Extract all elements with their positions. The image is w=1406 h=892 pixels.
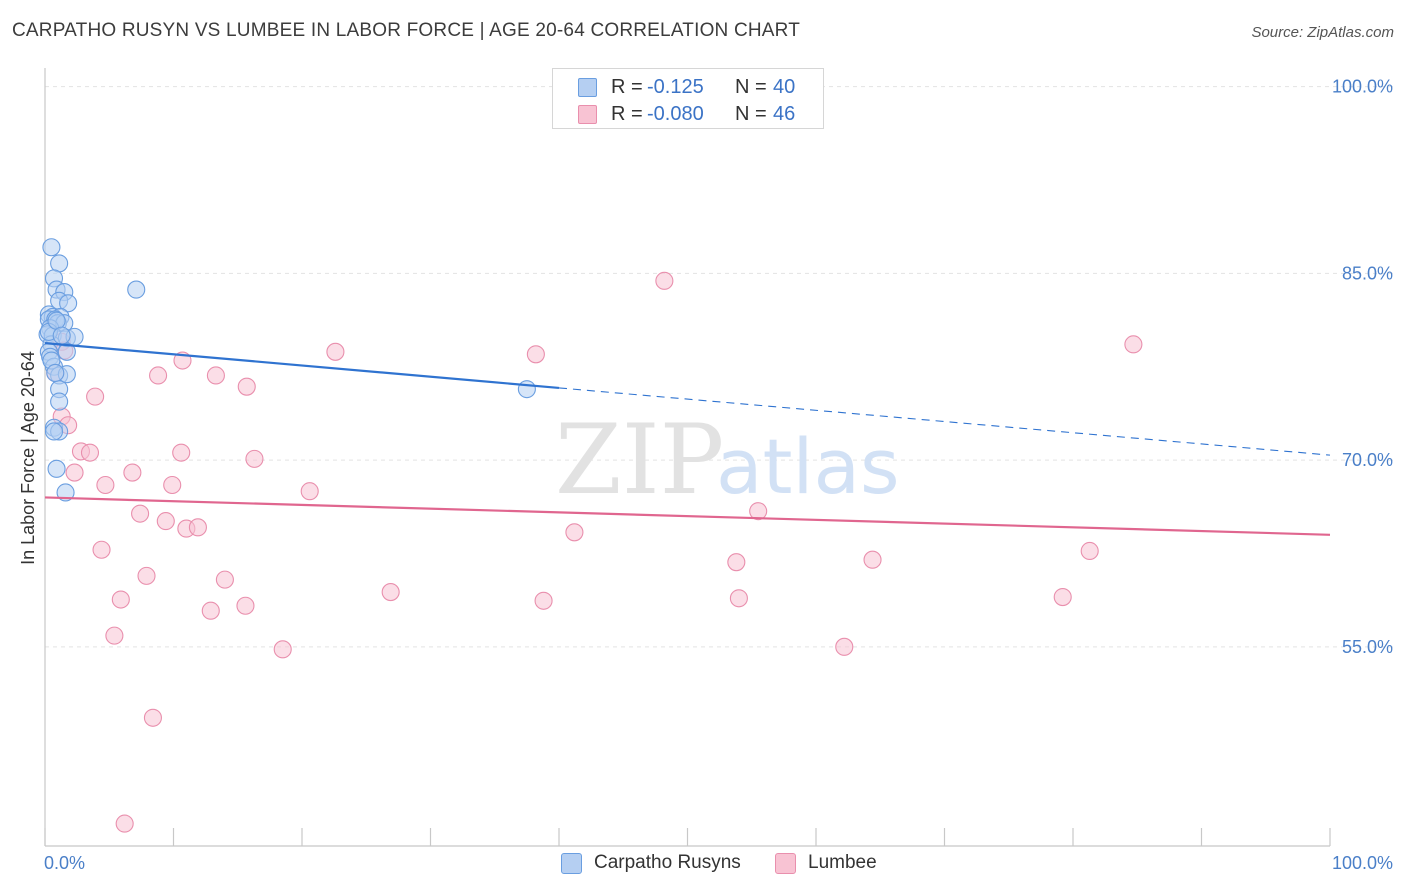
data-point-pink[interactable] [237, 377, 256, 396]
data-point-pink[interactable] [149, 366, 168, 385]
legend-r-label: R = [611, 75, 643, 98]
legend-row-lumbee: R = -0.080 N = 46 [553, 101, 823, 127]
data-point-pink[interactable] [326, 342, 345, 361]
y-tick-label: 70.0% [1342, 450, 1393, 470]
data-point-pink[interactable] [163, 475, 182, 495]
data-point-pink[interactable] [526, 345, 545, 364]
data-point-pink[interactable] [143, 708, 162, 727]
legend-r-label: R = [611, 102, 643, 125]
data-point-pink[interactable] [206, 366, 225, 385]
data-point-pink[interactable] [131, 504, 150, 523]
x-tick-label-min: 0.0% [44, 853, 85, 873]
legend-label: Carpatho Rusyns [594, 852, 741, 873]
data-point-blue[interactable] [46, 363, 65, 383]
data-point-pink[interactable] [65, 463, 84, 482]
trend-line-pink [44, 496, 1331, 536]
data-point-pink[interactable] [300, 482, 319, 501]
data-point-pink[interactable] [1053, 587, 1072, 607]
correlation-legend: R = -0.125 N = 40 R = -0.080 N = 46 [552, 68, 824, 129]
data-point-pink[interactable] [381, 583, 400, 602]
data-point-pink[interactable] [727, 553, 746, 572]
y-axis-title: In Labor Force | Age 20-64 [18, 351, 38, 565]
data-point-pink[interactable] [137, 566, 156, 585]
legend-row-carpatho: R = -0.125 N = 40 [553, 74, 823, 100]
data-point-pink[interactable] [236, 596, 255, 615]
watermark-zip: ZIP [555, 404, 724, 516]
watermark: ZIP atlas [555, 404, 900, 516]
data-point-pink[interactable] [565, 523, 584, 542]
source-label: Source: ZipAtlas.com [1251, 24, 1394, 41]
data-point-pink[interactable] [80, 443, 100, 462]
data-point-pink[interactable] [123, 463, 142, 482]
legend-n-label: N = [735, 75, 767, 98]
data-point-blue[interactable] [517, 380, 536, 399]
legend-label: Lumbee [808, 852, 877, 873]
data-point-pink[interactable] [835, 637, 854, 656]
chart-title: CARPATHO RUSYN VS LUMBEE IN LABOR FORCE … [12, 20, 801, 41]
data-point-pink[interactable] [273, 640, 292, 659]
legend-n-label: N = [735, 102, 767, 125]
y-tick-label: 55.0% [1342, 637, 1393, 657]
trend-extension-blue [558, 387, 1331, 456]
data-point-pink[interactable] [111, 590, 130, 609]
data-point-pink[interactable] [729, 589, 748, 608]
legend-swatch-pink [578, 104, 597, 124]
series-carpatho-rusyns [38, 238, 536, 502]
legend-r-value: -0.080 [647, 102, 704, 125]
data-point-pink[interactable] [863, 550, 882, 569]
legend-n-value: 46 [773, 102, 796, 125]
data-point-pink[interactable] [115, 814, 134, 833]
legend-item-lumbee[interactable]: Lumbee [775, 852, 877, 874]
data-point-pink[interactable] [534, 591, 553, 610]
y-tick-labels: 55.0% 70.0% 85.0% 100.0% [1332, 77, 1393, 657]
data-point-blue[interactable] [42, 238, 61, 257]
trend-line-blue [44, 342, 560, 390]
legend-item-carpatho-rusyns[interactable]: Carpatho Rusyns [561, 852, 741, 874]
legend-r-value: -0.125 [647, 75, 704, 98]
y-tick-label: 100.0% [1332, 77, 1393, 97]
data-point-blue[interactable] [59, 294, 78, 313]
series-legend: Carpatho Rusyns Lumbee [0, 852, 1406, 878]
legend-swatch-blue [578, 77, 597, 97]
data-point-blue[interactable] [57, 342, 76, 361]
data-point-pink[interactable] [201, 601, 220, 620]
legend-swatch-pink [775, 852, 796, 874]
data-point-pink[interactable] [172, 443, 191, 462]
data-point-pink[interactable] [215, 570, 234, 589]
data-point-pink[interactable] [86, 387, 105, 406]
data-point-blue[interactable] [47, 459, 66, 478]
legend-swatch-blue [561, 852, 582, 874]
trend-lines [44, 342, 1331, 536]
data-point-blue[interactable] [56, 483, 75, 502]
data-point-pink[interactable] [749, 502, 768, 521]
data-point-pink[interactable] [92, 540, 111, 559]
data-point-blue[interactable] [50, 392, 69, 411]
series-lumbee [46, 271, 1143, 833]
grid-lines [45, 86, 1394, 648]
data-point-pink[interactable] [156, 512, 175, 531]
x-tick-label-max: 100.0% [1332, 853, 1393, 873]
data-point-blue[interactable] [44, 422, 64, 441]
data-point-pink[interactable] [655, 271, 674, 290]
watermark-atlas: atlas [716, 422, 900, 511]
y-tick-label: 85.0% [1342, 263, 1393, 283]
data-point-pink[interactable] [1080, 541, 1099, 561]
data-point-pink[interactable] [1124, 335, 1143, 354]
data-point-pink[interactable] [96, 475, 115, 495]
legend-n-value: 40 [773, 75, 796, 98]
x-tick-marks [44, 828, 1331, 846]
data-point-pink[interactable] [188, 518, 207, 537]
data-point-blue[interactable] [52, 326, 71, 345]
data-point-pink[interactable] [245, 449, 264, 468]
data-point-blue[interactable] [127, 280, 146, 299]
data-point-pink[interactable] [105, 626, 124, 645]
